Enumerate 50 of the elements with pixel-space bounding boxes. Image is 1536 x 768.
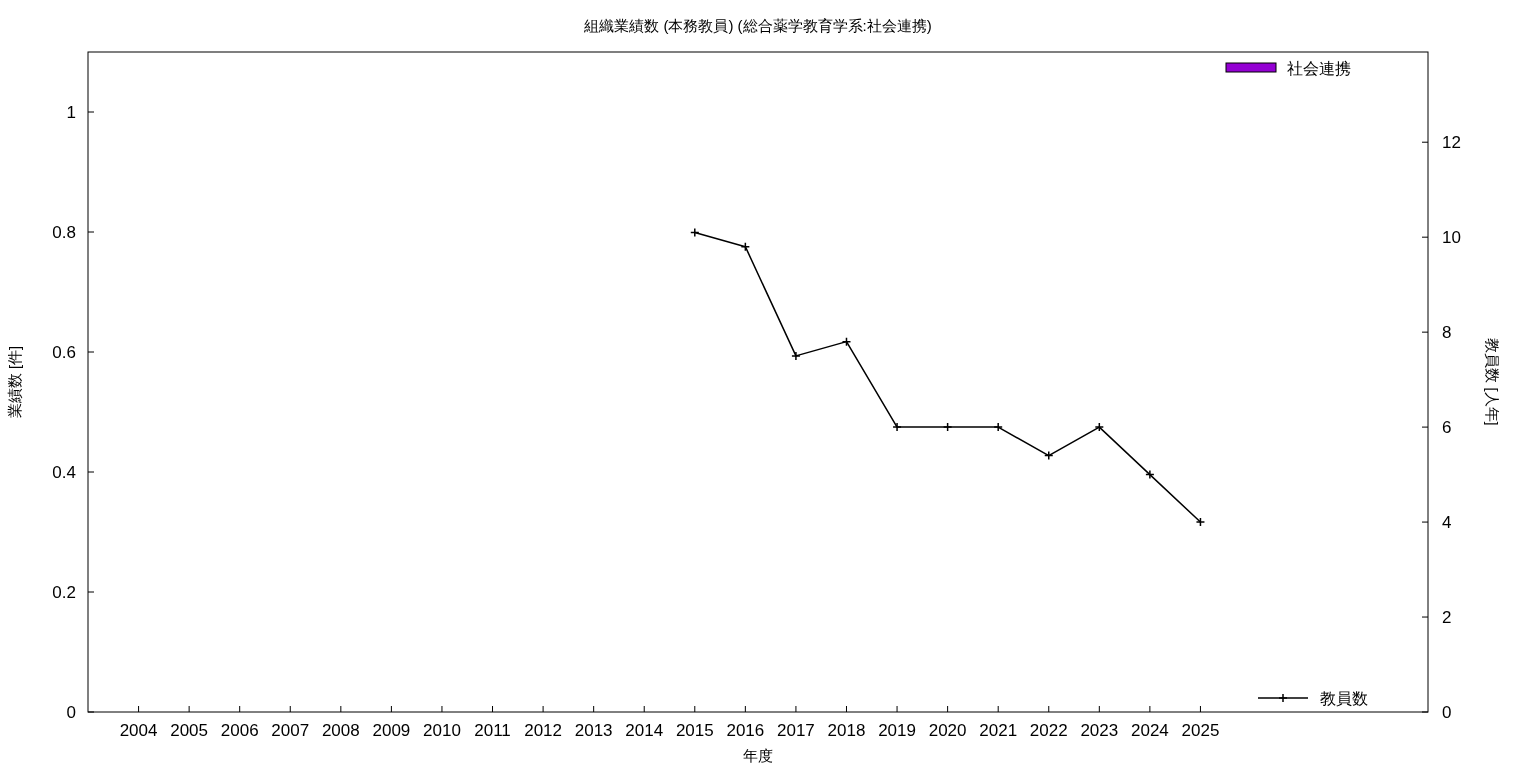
x-tick-label: 2016 <box>726 721 765 740</box>
point <box>791 351 801 361</box>
point <box>1044 450 1054 461</box>
x-tick-label: 2017 <box>777 721 815 740</box>
y-tick-label: 0.2 <box>52 583 76 602</box>
y-tick-label: 0.4 <box>52 463 76 482</box>
point <box>690 227 700 238</box>
x-tick-label: 2004 <box>119 721 158 740</box>
x-tick-label: 2021 <box>979 721 1018 740</box>
point <box>892 422 902 432</box>
x-tick-label: 2020 <box>928 721 967 740</box>
point <box>993 422 1003 432</box>
y-tick-label: 0.8 <box>52 223 76 242</box>
y2-tick-label: 8 <box>1442 323 1452 343</box>
legend-label: 教員数 <box>1320 690 1368 707</box>
point <box>1145 469 1155 480</box>
y2-axis-title: 教員数 [人年] <box>1484 338 1501 426</box>
y-tick-label: 0 <box>66 703 76 722</box>
y2-tick-label: 10 <box>1442 228 1461 248</box>
x-tick-label: 2013 <box>574 721 613 740</box>
y-tick-label: 1 <box>66 103 76 122</box>
x-tick-label: 2012 <box>524 721 563 740</box>
x-tick-label: 2015 <box>675 721 714 740</box>
y2-tick-label: 12 <box>1442 133 1461 153</box>
y2-tick-label: 0 <box>1442 703 1452 722</box>
point <box>1094 422 1105 432</box>
chart-title: 組織業績数 (本務教員) (総合薬学教育学系:社会連携) <box>583 17 932 34</box>
y2-tick-label: 4 <box>1442 513 1452 533</box>
x-tick-label: 2011 <box>474 721 511 740</box>
x-tick-label: 2019 <box>878 721 916 740</box>
y2-tick-label: 2 <box>1442 608 1452 628</box>
x-tick-label: 2007 <box>271 721 310 740</box>
legend-label: 社会連携 <box>1287 60 1351 77</box>
x-tick-label: 2022 <box>1029 721 1068 740</box>
x-tick-label: 2006 <box>220 721 259 740</box>
y-axis-title: 業績数 [件] <box>6 345 23 419</box>
x-tick-label: 2008 <box>321 721 360 740</box>
x-tick-label: 2023 <box>1080 721 1119 740</box>
x-tick-label: 2025 <box>1181 721 1220 740</box>
x-tick-label: 2018 <box>827 721 866 740</box>
y2-tick-label: 6 <box>1442 418 1452 438</box>
point <box>942 422 953 432</box>
point <box>1195 517 1206 527</box>
x-tick-label: 2024 <box>1130 721 1169 740</box>
x-tick-label: 2014 <box>625 721 664 740</box>
x-tick-label: 2005 <box>170 721 209 740</box>
x-axis-title: 年度 <box>743 747 773 764</box>
y-tick-label: 0.6 <box>52 343 76 362</box>
x-tick-label: 2009 <box>372 721 411 740</box>
x-tick-label: 2010 <box>423 721 461 740</box>
